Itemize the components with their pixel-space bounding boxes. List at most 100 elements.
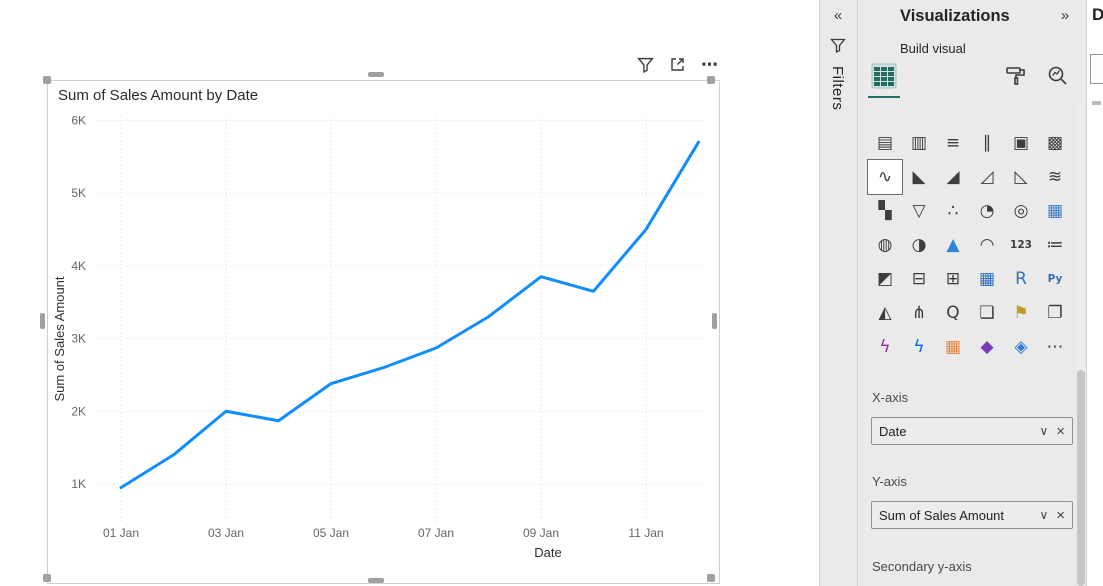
visual-type-custom-visual-diamond[interactable]: ◆: [970, 330, 1004, 364]
visual-type-stacked-bar-chart[interactable]: ▤: [868, 126, 902, 160]
visual-type-power-apps[interactable]: ϟ: [868, 330, 902, 364]
visual-type-glyph: ⊞: [945, 268, 961, 289]
visual-type-pie-chart[interactable]: ◔: [970, 194, 1004, 228]
visual-type-filled-map[interactable]: ◑: [902, 228, 936, 262]
visual-types-grid: ▤ ▥ ≡ ∥ ▣ ▩ ∿ ◣ ◢ ◿ ◺ ≋ ▚ ▽ ∴ ◔ ◎ ▦ ◍ ◑ ▲ ◠ 123 ≔ ◩ ⊟ ⊞ ▦ R Py ◭ ⋔ Q ❏ ⚑ ❐ ϟ…: [867, 126, 1072, 364]
visual-type-line-and-clustered-column-chart[interactable]: ◺: [1004, 160, 1038, 194]
visual-type-glyph: ⋯: [1046, 336, 1064, 357]
y-axis-well-label: Y-axis: [872, 474, 907, 489]
visual-type-100-stacked-column-chart[interactable]: ▩: [1038, 126, 1072, 160]
selection-handle-top-left[interactable]: [43, 76, 51, 84]
visual-type-glyph: ≋: [1047, 166, 1063, 187]
remove-field-icon[interactable]: ×: [1056, 506, 1065, 524]
selection-handle-bottom-left[interactable]: [43, 574, 51, 582]
visual-type-arcgis-map[interactable]: ▦: [936, 330, 970, 364]
visual-type-glyph: Q: [946, 302, 960, 323]
visual-type-glyph: ▩: [1046, 132, 1064, 153]
collapse-visualizations-icon[interactable]: »: [1054, 6, 1076, 26]
expand-filters-icon[interactable]: «: [827, 6, 849, 26]
visual-type-multi-row-card[interactable]: ≔: [1038, 228, 1072, 262]
x-axis-field-well[interactable]: Date ∨ ×: [871, 417, 1073, 445]
svg-text:5K: 5K: [71, 186, 86, 200]
x-axis-well-label: X-axis: [872, 390, 909, 405]
visual-type-metrics[interactable]: ⚑: [1004, 296, 1038, 330]
visual-type-azure-map[interactable]: ▲: [936, 228, 970, 262]
visual-header-toolbar: ⋯: [612, 56, 718, 73]
tab-format-visual[interactable]: [1000, 60, 1032, 96]
visual-type-funnel-chart[interactable]: ▽: [902, 194, 936, 228]
visual-type-glyph: ▥: [910, 132, 928, 153]
focus-mode-icon[interactable]: [669, 56, 686, 73]
tab-analytics[interactable]: [1042, 60, 1074, 96]
visual-filter-icon[interactable]: [637, 57, 654, 73]
visual-type-glyph: ◢: [946, 166, 960, 187]
more-options-icon[interactable]: ⋯: [701, 54, 718, 74]
y-axis-field-well[interactable]: Sum of Sales Amount ∨ ×: [871, 501, 1073, 529]
field-pill-date[interactable]: Date: [879, 423, 907, 439]
chevron-down-icon[interactable]: ∨: [1039, 508, 1049, 522]
data-pane-partial[interactable]: D: [1087, 0, 1103, 586]
filters-pane-collapsed[interactable]: « Filters: [820, 0, 858, 586]
visual-type-clustered-column-chart[interactable]: ∥: [970, 126, 1004, 160]
visual-type-glyph: ⚑: [1013, 302, 1029, 323]
visual-type-custom-visual-stack[interactable]: ◈: [1004, 330, 1038, 364]
line-chart-visual[interactable]: Sum of Sales Amount by Date 1K 2K 3K 4K 5K 6K…: [47, 80, 720, 584]
visual-type-line-chart[interactable]: ∿: [867, 159, 903, 195]
visual-type-100-stacked-bar-chart[interactable]: ▣: [1004, 126, 1038, 160]
visual-type-waterfall-chart[interactable]: ▚: [868, 194, 902, 228]
chevron-down-icon[interactable]: ∨: [1039, 424, 1049, 438]
visual-type-glyph: ϟ: [913, 336, 925, 357]
visual-type-matrix[interactable]: ▦: [970, 262, 1004, 296]
visual-type-glyph: R: [1015, 268, 1027, 289]
visual-type-stacked-area-chart[interactable]: ◢: [936, 160, 970, 194]
visual-type-scatter-chart[interactable]: ∴: [936, 194, 970, 228]
visual-type-kpi[interactable]: ◩: [868, 262, 902, 296]
visual-type-glyph: ≔: [1046, 234, 1064, 255]
chart-plot-area[interactable]: 1K 2K 3K 4K 5K 6K 01 Jan 03 Jan 05 Jan 07 Jan 09 J…: [48, 81, 719, 583]
scrollbar-thumb[interactable]: [1077, 370, 1085, 586]
visual-title: Sum of Sales Amount by Date: [58, 87, 259, 104]
visual-type-glyph: ◈: [1014, 336, 1028, 357]
visual-type-glyph: ◑: [911, 234, 927, 255]
visual-type-python-visual[interactable]: Py: [1038, 262, 1072, 296]
visual-type-treemap[interactable]: ▦: [1038, 194, 1072, 228]
selection-handle-left-middle[interactable]: [40, 313, 45, 329]
visual-type-r-script-visual[interactable]: R: [1004, 262, 1038, 296]
visual-type-table[interactable]: ⊞: [936, 262, 970, 296]
visual-type-map[interactable]: ◍: [868, 228, 902, 262]
visualizations-pane-title: Visualizations: [900, 7, 1010, 25]
visual-type-gauge[interactable]: ◠: [970, 228, 1004, 262]
remove-field-icon[interactable]: ×: [1056, 422, 1065, 440]
selection-handle-bottom-right[interactable]: [707, 574, 715, 582]
visual-type-glyph: ◠: [979, 234, 995, 255]
visual-type-line-and-stacked-column-chart[interactable]: ◿: [970, 160, 1004, 194]
selection-handle-right-middle[interactable]: [712, 313, 717, 329]
data-pane-title-partial: D: [1092, 5, 1103, 24]
visual-type-smart-narrative[interactable]: ❏: [970, 296, 1004, 330]
visual-type-card[interactable]: 123: [1004, 228, 1038, 262]
visual-type-glyph: ▲: [946, 234, 960, 255]
visual-type-paginated-report[interactable]: ❐: [1038, 296, 1072, 330]
selection-handle-top-center[interactable]: [368, 72, 384, 77]
visual-type-qa[interactable]: Q: [936, 296, 970, 330]
visual-type-glyph: ∿: [877, 166, 893, 187]
visual-type-clustered-bar-chart[interactable]: ≡: [936, 126, 970, 160]
visual-type-ribbon-chart[interactable]: ≋: [1038, 160, 1072, 194]
visual-type-glyph: ◍: [877, 234, 893, 255]
visual-type-area-chart[interactable]: ◣: [902, 160, 936, 194]
report-canvas[interactable]: ⋯ Sum of Sales Amount by Date 1K 2K 3K 4K 5K…: [0, 0, 820, 586]
selection-handle-top-right[interactable]: [707, 76, 715, 84]
tab-build-visual[interactable]: [868, 60, 900, 98]
field-pill-sum-of-sales-amount[interactable]: Sum of Sales Amount: [879, 507, 1005, 523]
selection-handle-bottom-center[interactable]: [368, 578, 384, 583]
visual-type-slicer[interactable]: ⊟: [902, 262, 936, 296]
visual-type-key-influencers[interactable]: ◭: [868, 296, 902, 330]
visual-type-decomposition-tree[interactable]: ⋔: [902, 296, 936, 330]
visualizations-scrollbar[interactable]: [1077, 104, 1085, 586]
svg-text:07 Jan: 07 Jan: [418, 526, 454, 540]
svg-text:09 Jan: 09 Jan: [523, 526, 559, 540]
visual-type-stacked-column-chart[interactable]: ▥: [902, 126, 936, 160]
visual-type-get-more-visuals[interactable]: ⋯: [1038, 330, 1072, 364]
visual-type-power-automate[interactable]: ϟ: [902, 330, 936, 364]
visual-type-donut-chart[interactable]: ◎: [1004, 194, 1038, 228]
